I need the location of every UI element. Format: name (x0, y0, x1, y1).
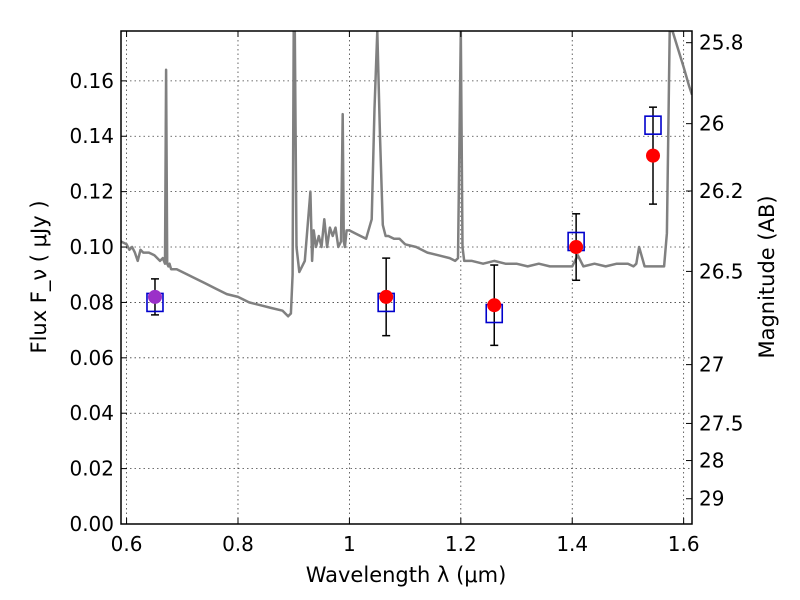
x-tick-label: 0.8 (222, 532, 254, 556)
grid-lines (121, 31, 692, 525)
y2-tick-label: 26 (699, 112, 724, 136)
axis-ticks: 0.6 0.8 1 1.2 1.4 1.6 0.00 0.02 0.04 0.06 0.08 0.10… (69, 31, 743, 556)
observed-point (487, 298, 502, 313)
y2-tick-label: 28 (699, 449, 724, 473)
x-tick-label: 0.6 (111, 532, 143, 556)
x-tick-label: 1.6 (668, 532, 700, 556)
y2-tick-label: 25.8 (699, 31, 744, 55)
observed-point (569, 240, 584, 255)
x-axis-title: Wavelength λ (μm) (306, 563, 507, 587)
plot-frame (120, 30, 693, 525)
y2-axis-title: Magnitude (AB) (755, 195, 779, 358)
y2-tick-label: 27 (699, 353, 724, 377)
y-tick-label: 0.02 (69, 457, 114, 481)
y-tick-label: 0.08 (69, 290, 114, 314)
plot-series (121, 31, 692, 318)
y-tick-label: 0.14 (69, 124, 114, 148)
model-spectrum-line (121, 31, 692, 318)
observed-point (646, 148, 661, 163)
y-tick-label: 0.00 (69, 512, 114, 536)
y2-tick-label: 26.2 (699, 179, 744, 203)
y-tick-label: 0.16 (69, 69, 114, 93)
y-axis-title: Flux F_ν ( μJy ) (27, 200, 52, 353)
observed-point (379, 289, 394, 304)
y-tick-label: 0.04 (69, 401, 114, 425)
x-tick-label: 1.2 (445, 532, 477, 556)
plot-points (146, 106, 662, 347)
x-tick-label: 1.4 (556, 532, 588, 556)
model-point-square (644, 115, 662, 135)
y-tick-label: 0.10 (69, 235, 114, 259)
x-tick-label: 1 (343, 532, 356, 556)
y-tick-label: 0.12 (69, 180, 114, 204)
y2-tick-label: 27.5 (699, 411, 744, 435)
y-tick-label: 0.06 (69, 346, 114, 370)
observed-point (147, 289, 162, 304)
y2-tick-label: 29 (699, 487, 724, 511)
y2-tick-label: 26.5 (699, 259, 744, 283)
